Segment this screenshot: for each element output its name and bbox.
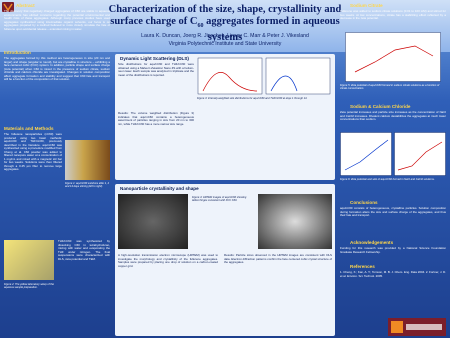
body-text: 1. Cheng, X.; Kan, A. T.; Tomson, M. B. … <box>340 270 446 278</box>
caption: Figure 3: Intensity-weighted size distri… <box>197 97 308 100</box>
figure-chart <box>345 32 441 82</box>
body-text: The aggregates formed by this method are… <box>4 56 110 81</box>
caption: Figure 5: Zeta potential of aqu/nC60 for… <box>340 84 440 91</box>
caption: Figure 2: The yellow laboratory setup of… <box>4 283 54 290</box>
body-text: Size distributions for aqu/nC60 and THF/… <box>118 62 194 77</box>
section-heading: Conclusions <box>350 200 378 205</box>
title-text: Characterization of the size, shape, cry… <box>108 4 342 27</box>
tem-image <box>258 194 332 249</box>
body-text: aqu/nC60 consists of heterogeneous, crys… <box>340 206 446 217</box>
body-text: Results: Particle sizes observed in the … <box>224 253 332 264</box>
section-heading: References <box>350 264 375 269</box>
body-text: The fullerene nanoparticles (nC60) were … <box>4 132 62 171</box>
caption: Figure 1: aqu/nC60 solutions after 1, 2 … <box>65 182 110 189</box>
logo <box>2 2 14 12</box>
body-text: A high-resolution transmission electron … <box>118 253 218 268</box>
title-text: aggregates formed in aqueous systems <box>203 16 340 44</box>
section-heading: Abstract <box>16 3 35 8</box>
figure-charts <box>197 57 331 95</box>
figure-charts <box>340 132 446 176</box>
authors: Laura K. Duncan, Joerg R. Jinschek, Lins… <box>141 33 309 39</box>
body-text: Funding for this research was provided b… <box>340 246 446 254</box>
body-text: THF/nC60 was synthesized by dissolving C… <box>58 239 110 261</box>
title-sub: 60 <box>197 23 204 30</box>
section-heading: Nanoparticle crystallinity and shape <box>120 186 199 191</box>
body-text: The discovery that negatively charged ag… <box>4 9 110 31</box>
body-text: Results: The volume weighted distributio… <box>118 111 194 126</box>
photo <box>65 140 110 180</box>
section-heading: Introduction <box>4 50 31 55</box>
body-text: Zeta potential increases and particle si… <box>340 110 446 121</box>
caption: Figure 6: Zeta potential and size of aqu… <box>340 178 435 181</box>
title: Characterization of the size, shape, cry… <box>100 4 350 44</box>
section-heading: Sodium Citrate <box>350 3 383 8</box>
section-heading: Dynamic Light Scattering (DLS) <box>120 56 189 61</box>
logo <box>388 318 446 336</box>
section-heading: Acknowledgements <box>350 240 394 245</box>
section-heading: Materials and Methods <box>4 126 54 131</box>
body-text: Fullerene was added to sodium citrate so… <box>340 9 446 20</box>
caption: Figure 4: HRTEM images of aqu/nC60 showi… <box>192 196 247 203</box>
photo <box>4 240 54 280</box>
affiliation: Virginia Polytechnic Institute and State… <box>168 41 282 47</box>
tem-image <box>118 194 188 249</box>
section-heading: Sodium & Calcium Chloride <box>350 104 411 109</box>
